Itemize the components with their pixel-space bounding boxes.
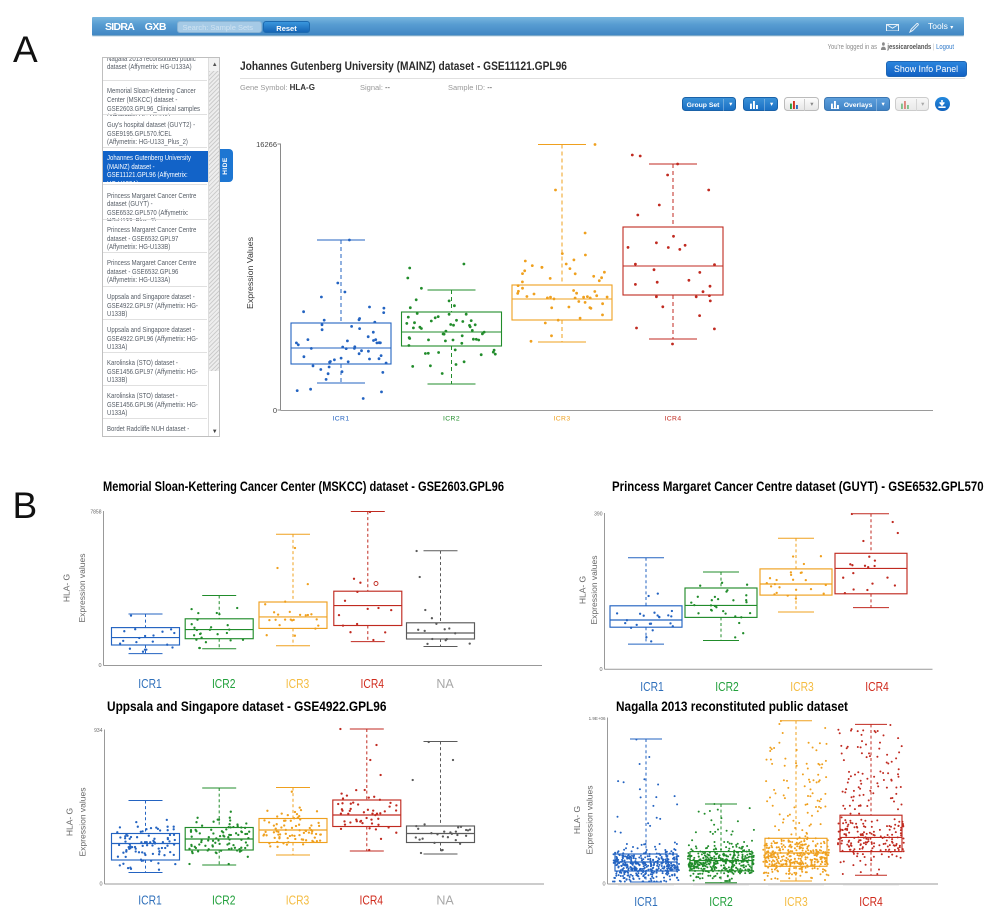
svg-text:0: 0: [98, 663, 101, 669]
svg-text:HLA- G: HLA- G: [578, 576, 588, 604]
svg-text:Expression values: Expression values: [77, 554, 87, 623]
svg-text:7858: 7858: [90, 510, 101, 516]
svg-text:ICR2: ICR2: [709, 895, 733, 909]
svg-text:ICR4: ICR4: [361, 677, 385, 691]
svg-text:Expression values: Expression values: [78, 788, 88, 857]
svg-text:ICR4: ICR4: [859, 895, 883, 909]
svg-text:ICR1: ICR1: [138, 677, 162, 691]
svg-text:0: 0: [599, 667, 602, 673]
svg-text:ICR1: ICR1: [640, 680, 664, 694]
svg-text:1.9E+06: 1.9E+06: [589, 716, 606, 721]
svg-text:ICR4: ICR4: [865, 680, 889, 694]
svg-text:ICR3: ICR3: [784, 895, 808, 909]
svg-text:Expression values: Expression values: [585, 786, 595, 855]
svg-text:16266: 16266: [256, 140, 277, 149]
svg-text:NA: NA: [436, 894, 454, 908]
svg-text:ICR1: ICR1: [332, 416, 349, 423]
svg-text:ICR4: ICR4: [664, 416, 681, 423]
svg-text:ICR3: ICR3: [286, 677, 310, 691]
svg-text:ICR3: ICR3: [553, 416, 570, 423]
svg-text:0: 0: [273, 406, 277, 415]
svg-text:ICR3: ICR3: [286, 894, 310, 908]
svg-text:934: 934: [94, 728, 103, 734]
svg-text:390: 390: [594, 512, 603, 518]
svg-text:Expression Values: Expression Values: [246, 237, 255, 309]
svg-text:0: 0: [602, 882, 605, 888]
svg-text:ICR4: ICR4: [360, 894, 384, 908]
svg-text:ICR1: ICR1: [634, 895, 658, 909]
svg-text:ICR2: ICR2: [212, 894, 236, 908]
svg-text:ICR1: ICR1: [138, 894, 162, 908]
svg-text:Expression values: Expression values: [589, 556, 599, 625]
svg-text:HLA- G: HLA- G: [62, 574, 72, 602]
svg-text:ICR2: ICR2: [443, 416, 460, 423]
svg-text:NA: NA: [436, 677, 454, 691]
svg-text:ICR2: ICR2: [715, 680, 739, 694]
svg-text:HLA- G: HLA- G: [65, 808, 75, 836]
svg-text:HLA- G: HLA- G: [572, 806, 582, 834]
svg-text:ICR3: ICR3: [790, 680, 814, 694]
svg-text:0: 0: [99, 882, 102, 888]
svg-text:ICR2: ICR2: [212, 677, 236, 691]
